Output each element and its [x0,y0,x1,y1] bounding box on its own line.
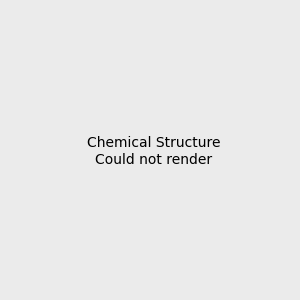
Text: Chemical Structure
Could not render: Chemical Structure Could not render [87,136,220,166]
